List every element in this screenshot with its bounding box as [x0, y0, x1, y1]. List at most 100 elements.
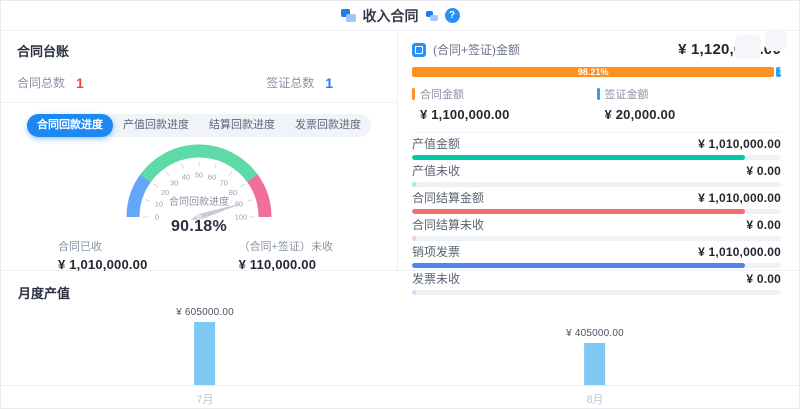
metric-bar-track [412, 236, 781, 241]
contract-amount-chip [412, 88, 415, 100]
amount-summary-panel: (合同+签证)金额 ¥ 1,120,000.00 98.21% 1. 合同金额 … [398, 31, 799, 295]
svg-text:70: 70 [220, 179, 228, 188]
metric-row-invoice-unreceived: 发票未收 ¥ 0.00 [412, 272, 781, 295]
metric-label: 产值未收 [412, 164, 461, 178]
metric-value: ¥ 1,010,000.00 [698, 191, 781, 205]
x-axis-label-july: 7月 [196, 394, 214, 406]
metric-label: 发票未收 [412, 272, 461, 286]
help-icon[interactable]: ? [444, 8, 460, 23]
unreceived-label: （合同+签证）未收 [238, 241, 333, 253]
metric-value: ¥ 1,010,000.00 [698, 245, 781, 259]
contract-received-value: ¥ 1,010,000.00 [58, 257, 148, 272]
bar-rect [584, 342, 606, 385]
contract-total-value: 1 [76, 74, 84, 91]
visa-total-label: 签证总数 [266, 76, 315, 90]
visa-amount-value: ¥ 20,000.00 [604, 107, 676, 122]
metric-row-output-amount: 产值金额 ¥ 1,010,000.00 [412, 137, 781, 160]
monthly-output-section: 月度产值 ¥ 605000.00 ¥ 405000.00 7月 8月 [1, 271, 799, 408]
svg-text:10: 10 [155, 200, 163, 209]
contract-amount-value: ¥ 1,100,000.00 [420, 107, 510, 122]
metric-value: ¥ 1,010,000.00 [698, 137, 781, 151]
metric-row-output-unreceived: 产值未收 ¥ 0.00 [412, 164, 781, 187]
page-title: 收入合同 [362, 7, 419, 24]
tab-settlement-collection[interactable]: 结算回款进度 [209, 119, 275, 131]
metric-bar-fill [412, 155, 745, 160]
contract-amount-segment: 98.21% [412, 67, 775, 77]
svg-text:0: 0 [155, 213, 159, 222]
svg-text:20: 20 [161, 188, 169, 197]
metric-row-settlement-amount: 合同结算金额 ¥ 1,010,000.00 [412, 191, 781, 214]
metric-label: 合同结算金额 [412, 191, 485, 205]
metric-bar-fill [412, 182, 417, 187]
unreceived-value: ¥ 110,000.00 [238, 257, 317, 272]
metric-bar-fill [412, 263, 745, 268]
tab-invoice-collection[interactable]: 发票回款进度 [295, 119, 361, 131]
tab-contract-collection[interactable]: 合同回款进度 [27, 114, 113, 137]
contract-total-stat: 合同总数 1 [17, 74, 84, 91]
metric-bar-track [412, 155, 781, 160]
x-axis-label-august: 8月 [586, 394, 604, 406]
svg-text:60: 60 [208, 173, 216, 182]
visa-amount-stat: 签证金额 ¥ 20,000.00 [596, 86, 782, 122]
metric-value: ¥ 0.00 [746, 272, 781, 286]
main-area: 合同台账 合同总数 1 签证总数 1 合同回款进度 产值回款进 [1, 31, 799, 295]
metric-bar-fill [412, 290, 417, 295]
gauge-value: 90.18% [170, 218, 228, 235]
tab-output-collection[interactable]: 产值回款进度 [123, 119, 189, 131]
gauge-stats-row: 合同已收 ¥ 1,010,000.00 （合同+签证）未收 ¥ 110,000.… [1, 236, 397, 272]
visa-amount-chip [596, 88, 600, 100]
visa-total-stat: 签证总数 1 [266, 74, 333, 91]
header: 收入合同 ? [1, 1, 799, 31]
ledger-stats: 合同总数 1 签证总数 1 [17, 74, 381, 91]
visa-amount-label: 签证金额 [604, 89, 649, 101]
metric-value: ¥ 0.00 [746, 164, 781, 178]
monthly-output-title: 月度产值 [18, 286, 71, 301]
unreceived-stat: （合同+签证）未收 ¥ 110,000.00 [239, 238, 333, 272]
bar-august: ¥ 405000.00 [566, 328, 624, 385]
metric-row-output-invoice: 销项发票 ¥ 1,010,000.00 [412, 245, 781, 268]
documents-small-icon [425, 10, 438, 21]
ledger-title: 合同台账 [17, 44, 70, 59]
amount-legend: 合同金额 ¥ 1,100,000.00 签证金额 ¥ 20,000.00 [412, 86, 781, 133]
visa-amount-segment: 1. [776, 67, 781, 77]
svg-text:50: 50 [195, 171, 203, 180]
gauge-chart: 合同回款进度 0102030405060708090100 [126, 144, 272, 222]
svg-text:40: 40 [182, 173, 190, 182]
ledger-section: 合同台账 合同总数 1 签证总数 1 [1, 31, 397, 103]
gauge-name: 合同回款进度 [169, 195, 229, 208]
bar-value-label: ¥ 605000.00 [176, 307, 234, 318]
total-amount-value: ¥ 1,120,000.00 [678, 41, 781, 58]
svg-text:100: 100 [235, 213, 248, 222]
metric-bar-fill [412, 209, 745, 214]
progress-tabs: 合同回款进度 产值回款进度 结算回款进度 发票回款进度 [1, 114, 397, 137]
amount-stacked-bar: 98.21% 1. [412, 67, 781, 77]
monthly-bar-chart: ¥ 605000.00 ¥ 405000.00 [1, 271, 799, 386]
total-amount-row: (合同+签证)金额 ¥ 1,120,000.00 [412, 41, 781, 58]
progress-gauge-section: 合同回款进度 产值回款进度 结算回款进度 发票回款进度 合同回款进度 0 10 20… [1, 103, 397, 272]
bar-value-label: ¥ 405000.00 [566, 327, 624, 339]
contract-received-stat: 合同已收 ¥ 1,010,000.00 [58, 238, 148, 272]
amount-icon [412, 42, 426, 57]
metric-bar-track [412, 182, 781, 187]
bar-rect [194, 322, 216, 385]
bar-july: ¥ 605000.00 [176, 307, 234, 385]
metric-bar-fill [412, 236, 417, 241]
metric-bar-track [412, 290, 781, 295]
contract-received-label: 合同已收 [58, 241, 102, 253]
contract-amount-label: 合同金额 [420, 89, 464, 101]
metric-bar-track [412, 263, 781, 268]
contract-amount-stat: 合同金额 ¥ 1,100,000.00 [412, 86, 597, 122]
total-amount-label: (合同+签证)金额 [433, 43, 521, 57]
visa-total-value: 1 [325, 74, 333, 91]
svg-text:80: 80 [229, 188, 237, 197]
contract-ledger-panel: 合同台账 合同总数 1 签证总数 1 合同回款进度 产值回款进 [1, 31, 398, 272]
documents-icon [340, 9, 356, 22]
contract-total-label: 合同总数 [17, 76, 66, 90]
gauge-chart-wrap: 合同回款进度 0102030405060708090100 90.18% [1, 139, 397, 236]
metric-label: 产值金额 [412, 137, 461, 151]
metric-bar-track [412, 209, 781, 214]
metric-value: ¥ 0.00 [746, 218, 781, 232]
metric-row-settlement-unreceived: 合同结算未收 ¥ 0.00 [412, 218, 781, 241]
metric-label: 销项发票 [412, 245, 461, 259]
svg-text:30: 30 [170, 179, 178, 188]
